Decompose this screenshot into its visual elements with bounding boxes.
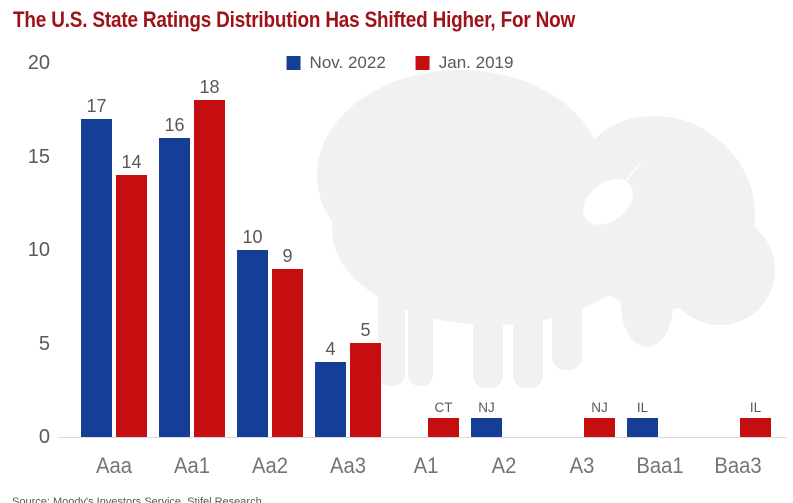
legend-marker-blue-icon (286, 56, 301, 70)
y-tick-15: 15 (27, 145, 50, 168)
x-tick-a1: A1 (413, 453, 439, 478)
x-tick-baa3: Baa3 (714, 453, 762, 478)
y-tick-20: 20 (27, 52, 50, 74)
x-tick-a2: A2 (491, 453, 517, 478)
legend-item-nov-2022: Nov. 2022 (286, 53, 386, 73)
x-tick-aa2: Aa2 (251, 453, 289, 478)
bar-jan-2019-aa1 (194, 100, 225, 437)
legend-item-jan-2019: Jan. 2019 (415, 53, 514, 73)
buffalo-watermark-icon (317, 70, 775, 388)
x-tick-a3: A3 (569, 453, 595, 478)
bar-label-jan-2019-aa3: 5 (360, 320, 371, 340)
legend-label-jan-2019: Jan. 2019 (438, 53, 514, 72)
bar-label-nov-2022-aaa: 17 (86, 96, 107, 116)
bar-nov-2022-a2 (471, 418, 502, 437)
x-tick-aa3: Aa3 (329, 453, 367, 478)
bar-label-nov-2022-aa3: 4 (325, 339, 336, 359)
bar-label-jan-2019-baa3: IL (749, 400, 762, 415)
bar-label-nov-2022-aa1: 16 (164, 115, 185, 135)
y-tick-5: 5 (38, 332, 50, 355)
bar-jan-2019-aa3 (350, 343, 381, 437)
x-axis-line (58, 437, 787, 438)
bar-label-jan-2019-aa1: 18 (199, 77, 220, 97)
bar-nov-2022-aa1 (159, 138, 190, 437)
bar-nov-2022-aaa (81, 119, 112, 437)
bar-nov-2022-aa2 (237, 250, 268, 437)
bar-jan-2019-a3 (584, 418, 615, 437)
x-tick-baa1: Baa1 (636, 453, 684, 478)
bar-nov-2022-aa3 (315, 362, 346, 437)
y-tick-0: 0 (38, 426, 50, 448)
bar-jan-2019-aa2 (272, 269, 303, 437)
legend: Nov. 2022 Jan. 2019 (286, 53, 514, 73)
bar-jan-2019-aaa (116, 175, 147, 437)
legend-marker-red-icon (415, 56, 430, 70)
bar-label-jan-2019-a1: CT (434, 400, 453, 415)
bar-label-jan-2019-aaa: 14 (121, 152, 142, 172)
bar-label-nov-2022-a2: NJ (478, 400, 495, 415)
bar-nov-2022-baa1 (627, 418, 658, 437)
x-tick-aa1: Aa1 (173, 453, 211, 478)
chart-title: The U.S. State Ratings Distribution Has … (13, 7, 576, 32)
bar-jan-2019-baa3 (740, 418, 771, 437)
bar-jan-2019-a1 (428, 418, 459, 437)
bar-label-nov-2022-aa2: 10 (242, 227, 263, 247)
bar-label-jan-2019-aa2: 9 (282, 246, 293, 266)
legend-label-nov-2022: Nov. 2022 (309, 53, 386, 72)
bar-label-nov-2022-baa1: IL (636, 400, 649, 415)
x-tick-aaa: Aaa (95, 453, 133, 478)
bar-label-jan-2019-a3: NJ (591, 400, 608, 415)
source-line: Source: Moody's Investors Service, Stife… (12, 496, 262, 503)
y-tick-10: 10 (27, 239, 50, 261)
